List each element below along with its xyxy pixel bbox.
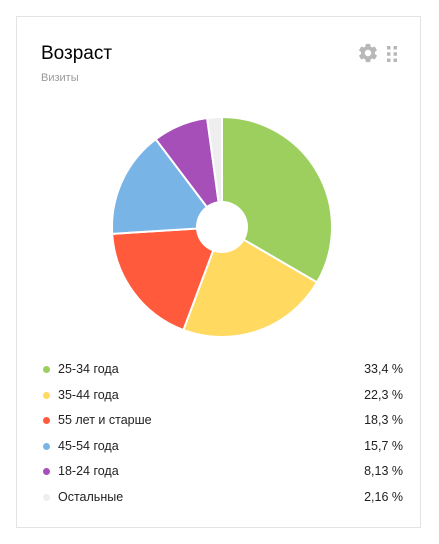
legend-label: 45-54 года (58, 438, 119, 453)
chart-legend: 25-34 года 33,4 % 35-44 года 22,3 % 55 лет и… (39, 357, 403, 510)
legend-item[interactable]: 35-44 года 22,3 % (39, 383, 403, 409)
legend-dot-icon (43, 366, 50, 373)
pie-slice-3[interactable] (111, 225, 224, 332)
legend-item[interactable]: 45-54 года 15,7 % (39, 434, 403, 460)
legend-value: 22,3 % (364, 387, 403, 402)
legend-value: 8,13 % (364, 464, 403, 478)
legend-value: 2,16 % (364, 489, 403, 504)
legend-value: 33,4 % (364, 362, 403, 376)
age-widget: Возраст Визиты 25-34 года 33,4 % 35-44 год… (16, 16, 421, 528)
legend-label: 25-34 года (58, 362, 119, 376)
pie-slice-6[interactable] (205, 115, 223, 228)
legend-dot-icon (43, 391, 50, 399)
widget-title: Возраст (41, 43, 113, 64)
legend-label: 18-24 года (58, 464, 119, 478)
legend-value: 15,7 % (364, 438, 403, 453)
legend-dot-icon (43, 442, 50, 450)
legend-label: 35-44 года (58, 387, 119, 402)
legend-item[interactable]: 18-24 года 8,13 % (39, 459, 403, 485)
pie-slice-2[interactable] (182, 225, 319, 338)
legend-label: Остальные (58, 489, 124, 504)
legend-dot-icon (43, 468, 50, 475)
legend-dot-icon (43, 417, 50, 424)
gear-icon[interactable] (357, 42, 379, 64)
legend-item[interactable]: 55 лет и старше 18,3 % (39, 408, 403, 434)
legend-dot-icon (43, 493, 50, 501)
donut-hole (196, 201, 248, 253)
drag-handle-icon[interactable] (386, 45, 398, 63)
legend-label: 55 лет и старше (58, 413, 152, 427)
legend-value: 18,3 % (364, 413, 403, 427)
age-pie-chart (111, 115, 333, 338)
pie-slice-4[interactable] (111, 137, 224, 235)
legend-item[interactable]: Остальные 2,16 % (39, 485, 403, 511)
widget-subtitle: Визиты (41, 72, 79, 84)
legend-item[interactable]: 25-34 года 33,4 % (39, 357, 403, 383)
pie-slice-1[interactable] (221, 115, 333, 284)
